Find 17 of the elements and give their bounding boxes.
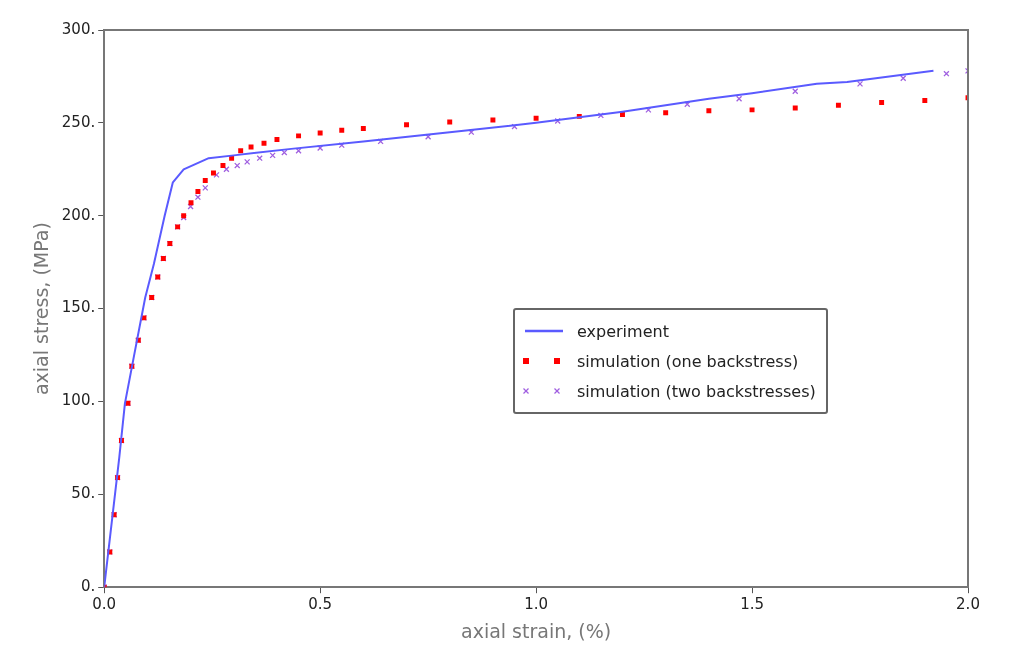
x-tick-label: 2.0 (956, 595, 980, 614)
y-tick-label: 300. (61, 19, 96, 38)
y-axis-title: axial stress, (MPa) (30, 222, 53, 396)
x-tick-label: 1.0 (524, 595, 549, 614)
legend-label: simulation (one backstress) (577, 351, 799, 371)
x-axis-title: axial strain, (%) (460, 619, 612, 642)
x-tick-label: 0.0 (92, 595, 117, 614)
y-tick-label: 0. (80, 577, 96, 596)
y-tick-label: 100. (61, 391, 96, 410)
legend-label: experiment (577, 321, 669, 341)
y-tick-label: 150. (61, 298, 96, 317)
x-tick-label: 1.5 (740, 595, 764, 614)
y-tick-label: 50. (71, 484, 96, 503)
x-tick-label: 0.5 (308, 595, 333, 614)
y-tick-label: 200. (61, 205, 96, 224)
legend-label: simulation (two backstresses) (577, 381, 816, 401)
y-tick-label: 250. (61, 112, 96, 131)
